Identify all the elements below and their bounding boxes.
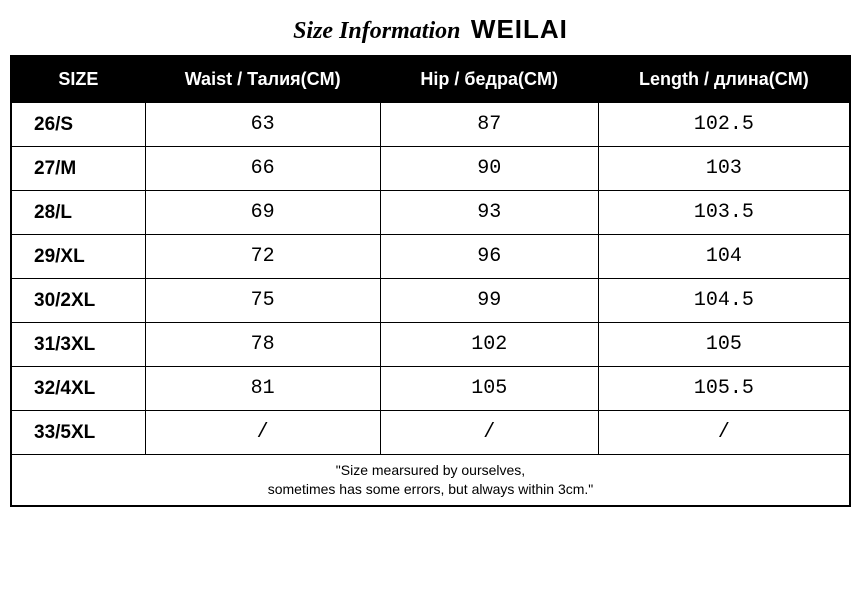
cell-waist: 81 (145, 367, 380, 411)
cell-size: 31/3XL (11, 323, 145, 367)
table-row: 33/5XL / / / (11, 411, 850, 455)
cell-waist: 63 (145, 103, 380, 147)
cell-waist: / (145, 411, 380, 455)
cell-length: 104 (598, 235, 850, 279)
cell-size: 30/2XL (11, 279, 145, 323)
title-bar: Size Information WEILAI (10, 8, 851, 55)
footnote-line1: "Size mearsured by ourselves, (18, 461, 843, 480)
cell-size: 33/5XL (11, 411, 145, 455)
col-header-hip: Hip / бедра(CM) (380, 56, 598, 103)
table-row: 26/S 63 87 102.5 (11, 103, 850, 147)
cell-waist: 69 (145, 191, 380, 235)
cell-waist: 75 (145, 279, 380, 323)
cell-size: 29/XL (11, 235, 145, 279)
table-row: 28/L 69 93 103.5 (11, 191, 850, 235)
title-brand: WEILAI (471, 14, 568, 44)
table-footnote: "Size mearsured by ourselves, sometimes … (11, 455, 850, 506)
cell-hip: 99 (380, 279, 598, 323)
cell-hip: 87 (380, 103, 598, 147)
cell-size: 27/M (11, 147, 145, 191)
col-header-size: SIZE (11, 56, 145, 103)
col-header-length: Length / длина(CM) (598, 56, 850, 103)
cell-size: 28/L (11, 191, 145, 235)
cell-length: 105.5 (598, 367, 850, 411)
table-row: 29/XL 72 96 104 (11, 235, 850, 279)
footnote-line2: sometimes has some errors, but always wi… (18, 480, 843, 499)
cell-waist: 78 (145, 323, 380, 367)
table-footnote-row: "Size mearsured by ourselves, sometimes … (11, 455, 850, 506)
table-row: 30/2XL 75 99 104.5 (11, 279, 850, 323)
col-header-waist: Waist / Талия(CM) (145, 56, 380, 103)
cell-hip: 93 (380, 191, 598, 235)
cell-length: 105 (598, 323, 850, 367)
cell-size: 26/S (11, 103, 145, 147)
table-body: 26/S 63 87 102.5 27/M 66 90 103 28/L 69 … (11, 103, 850, 455)
cell-hip: / (380, 411, 598, 455)
table-row: 32/4XL 81 105 105.5 (11, 367, 850, 411)
cell-length: 102.5 (598, 103, 850, 147)
table-row: 27/M 66 90 103 (11, 147, 850, 191)
cell-length: 103 (598, 147, 850, 191)
table-header-row: SIZE Waist / Талия(CM) Hip / бедра(CM) L… (11, 56, 850, 103)
cell-hip: 96 (380, 235, 598, 279)
cell-waist: 66 (145, 147, 380, 191)
table-row: 31/3XL 78 102 105 (11, 323, 850, 367)
title-prefix: Size Information (293, 18, 460, 44)
cell-size: 32/4XL (11, 367, 145, 411)
cell-hip: 90 (380, 147, 598, 191)
size-table: SIZE Waist / Талия(CM) Hip / бедра(CM) L… (10, 55, 851, 507)
cell-length: 104.5 (598, 279, 850, 323)
cell-waist: 72 (145, 235, 380, 279)
cell-length: / (598, 411, 850, 455)
cell-hip: 105 (380, 367, 598, 411)
cell-hip: 102 (380, 323, 598, 367)
cell-length: 103.5 (598, 191, 850, 235)
